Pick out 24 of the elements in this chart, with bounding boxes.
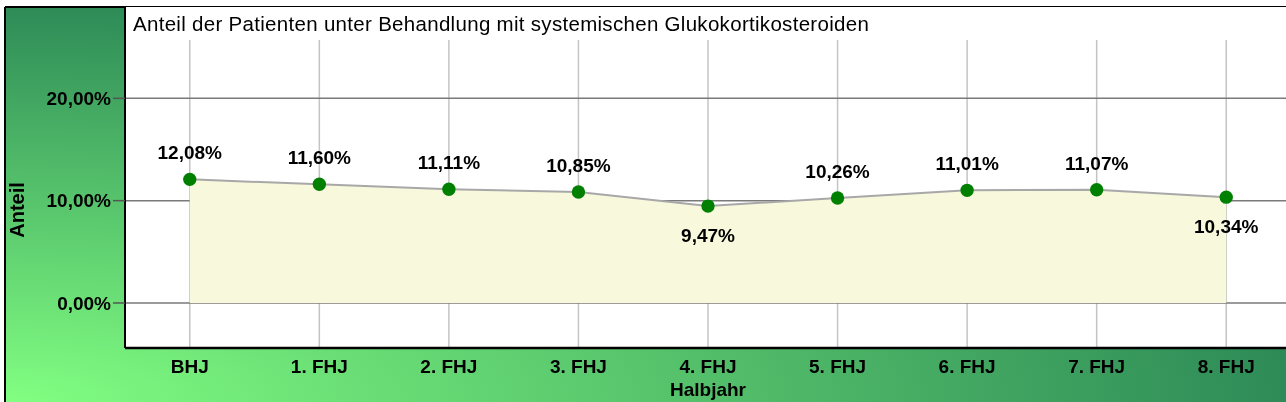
- y-tick-label: 0,00%: [57, 292, 112, 314]
- x-tick-label: 6. FHJ: [938, 356, 996, 377]
- data-label: 12,08%: [157, 142, 223, 164]
- data-label: 9,47%: [681, 225, 736, 247]
- x-tick-label: 1. FHJ: [290, 356, 348, 377]
- x-tick-label: 3. FHJ: [549, 356, 607, 377]
- data-label: 11,60%: [287, 147, 352, 169]
- chart-title: Anteil der Patienten unter Behandlung mit systemischen Glukokortikosteroiden: [133, 12, 870, 35]
- data-label: 11,01%: [935, 153, 999, 175]
- x-tick-label: 4. FHJ: [679, 356, 737, 377]
- data-label: 10,85%: [546, 154, 611, 176]
- y-tick-label: 20,00%: [46, 87, 112, 109]
- data-label: 10,34%: [1194, 216, 1259, 238]
- data-label: 11,11%: [417, 152, 481, 174]
- data-label: 10,26%: [805, 160, 870, 182]
- x-tick-label: BHJ: [170, 356, 209, 377]
- x-tick-label: 5. FHJ: [809, 356, 867, 377]
- data-label: 11,07%: [1064, 152, 1129, 174]
- x-tick-label: 8. FHJ: [1197, 356, 1255, 377]
- y-tick-label: 10,00%: [46, 190, 112, 212]
- x-axis-title: Halbjahr: [669, 379, 747, 400]
- x-tick-label: 7. FHJ: [1068, 356, 1126, 377]
- y-axis-title: Anteil: [6, 182, 28, 238]
- x-tick-label: 2. FHJ: [420, 356, 478, 377]
